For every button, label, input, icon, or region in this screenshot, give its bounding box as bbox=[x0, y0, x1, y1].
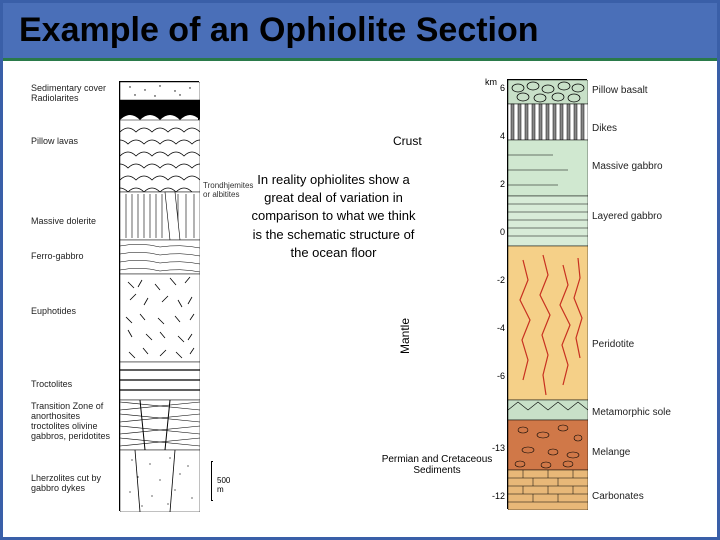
axis-tick-n4: -4 bbox=[487, 323, 505, 333]
left-label-sedimentary: Sedimentary cover Radiolarites bbox=[31, 83, 116, 103]
mantle-label: Mantle bbox=[398, 318, 412, 354]
axis-tick-2: 2 bbox=[487, 179, 505, 189]
title-bar: Example of an Ophiolite Section bbox=[3, 3, 717, 61]
left-label-troctolites: Troctolites bbox=[31, 379, 116, 389]
right-label-melange: Melange bbox=[592, 447, 630, 458]
axis-tick-0: 0 bbox=[487, 227, 505, 237]
axis-tick-6: 6 bbox=[487, 83, 505, 93]
axis-tick-n2: -2 bbox=[487, 275, 505, 285]
content-area: Sedimentary cover Radiolarites Pillow la… bbox=[3, 61, 717, 535]
center-paragraph: In reality ophiolites show a great deal … bbox=[251, 171, 416, 262]
left-side-label-tr: Trondhjemites or albitites bbox=[203, 181, 253, 199]
right-stratigraphic-column: km Crust Mantle bbox=[437, 79, 697, 519]
axis-tick-n13: -13 bbox=[487, 443, 505, 453]
page-title: Example of an Ophiolite Section bbox=[19, 11, 701, 50]
right-strat-svg bbox=[508, 80, 588, 510]
right-strat-box bbox=[507, 79, 587, 509]
left-label-ferrogabbro: Ferro-gabbro bbox=[31, 251, 116, 261]
left-label-transition: Transition Zone of anorthosites troctoli… bbox=[31, 401, 117, 441]
right-label-pillow: Pillow basalt bbox=[592, 85, 648, 96]
left-label-lherzolites: Lherzolites cut by gabbro dykes bbox=[31, 473, 116, 493]
left-stratigraphic-column: Sedimentary cover Radiolarites Pillow la… bbox=[31, 81, 201, 521]
right-label-carbonates: Carbonates bbox=[592, 491, 644, 502]
bottom-sediments-label: Permian and Cretaceous Sediments bbox=[377, 454, 497, 476]
axis-tick-n6: -6 bbox=[487, 371, 505, 381]
left-label-dolerite: Massive dolerite bbox=[31, 216, 116, 226]
right-label-metamorphic: Metamorphic sole bbox=[592, 407, 671, 418]
left-strat-svg bbox=[120, 82, 200, 512]
scale-bar bbox=[211, 461, 213, 501]
right-label-massive-gabbro: Massive gabbro bbox=[592, 161, 663, 172]
right-label-peridotite: Peridotite bbox=[592, 339, 634, 350]
left-label-pillow: Pillow lavas bbox=[31, 136, 116, 146]
scale-label: 500 m bbox=[217, 476, 230, 494]
axis-tick-n12: -12 bbox=[487, 491, 505, 501]
right-label-dikes: Dikes bbox=[592, 123, 617, 134]
right-label-layered-gabbro: Layered gabbro bbox=[592, 211, 662, 222]
axis-tick-4: 4 bbox=[487, 131, 505, 141]
left-label-euphotides: Euphotides bbox=[31, 306, 116, 316]
left-strat-box bbox=[119, 81, 199, 511]
crust-label: Crust bbox=[393, 134, 422, 148]
